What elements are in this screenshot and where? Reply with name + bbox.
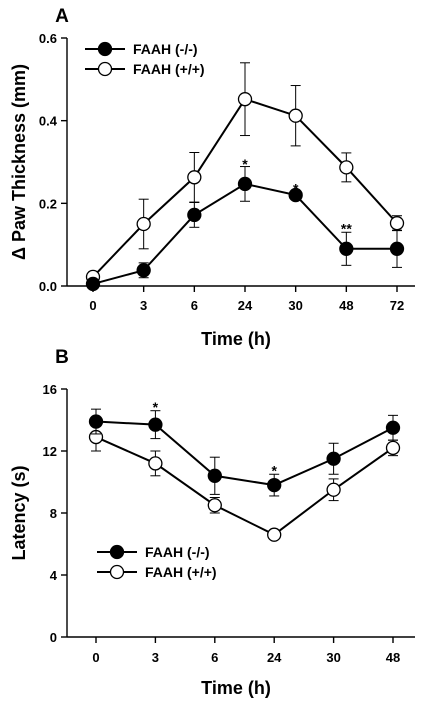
data-point-filled xyxy=(389,241,405,256)
data-point-open xyxy=(187,170,202,185)
data-point-open xyxy=(339,160,354,175)
y-tick-label: 0.2 xyxy=(39,196,57,211)
significance-marker: * xyxy=(271,463,277,479)
panel-label: B xyxy=(55,347,69,368)
y-tick-label: 16 xyxy=(43,382,57,397)
y-tick-label: 0.0 xyxy=(39,279,57,294)
legend-marker-open xyxy=(109,564,125,580)
data-point-filled xyxy=(85,276,101,292)
y-tick-label: 0.6 xyxy=(39,31,57,46)
x-tick-label: 30 xyxy=(288,298,302,313)
legend-label: FAAH (-/-) xyxy=(133,41,198,57)
data-point-filled xyxy=(88,414,104,429)
data-point-filled xyxy=(288,187,303,203)
x-tick-label: 30 xyxy=(326,650,340,665)
panel-a: A 0.0 0.2 0.4 0.6 0 3 6 24 30 48 72 Time (h) Δ Paw Th… xyxy=(9,6,415,349)
data-point-filled xyxy=(339,241,354,256)
data-point-filled xyxy=(148,417,163,432)
data-point-filled xyxy=(187,207,202,223)
x-tick-label: 3 xyxy=(152,650,159,665)
x-tick-label: 6 xyxy=(211,650,218,665)
data-point-filled xyxy=(385,420,401,435)
x-tick-label: 48 xyxy=(386,650,400,665)
legend-label: FAAH (+/+) xyxy=(133,61,205,77)
data-point-open xyxy=(267,527,282,542)
y-tick-label: 4 xyxy=(50,568,58,583)
significance-marker: * xyxy=(242,156,248,172)
data-point-open xyxy=(207,498,222,513)
data-point-open xyxy=(148,456,163,471)
y-tick-label: 0.4 xyxy=(39,114,58,129)
x-tick-label: 72 xyxy=(390,298,404,313)
data-point-open xyxy=(385,440,401,456)
y-axis-title: Latency (s) xyxy=(9,465,29,560)
legend-marker-open xyxy=(97,61,113,77)
x-tick-label: 24 xyxy=(267,650,282,665)
x-axis-title: Time (h) xyxy=(201,678,271,698)
panel-label: A xyxy=(55,6,69,27)
legend-label: FAAH (-/-) xyxy=(145,544,210,560)
significance-marker: * xyxy=(293,181,299,197)
legend-marker-filled xyxy=(97,41,113,57)
x-tick-label: 48 xyxy=(339,298,353,313)
x-tick-label: 0 xyxy=(92,650,99,665)
data-point-open xyxy=(326,482,341,497)
y-axis-title: Δ Paw Thickness (mm) xyxy=(9,64,29,260)
legend-label: FAAH (+/+) xyxy=(145,564,217,580)
data-point-open xyxy=(237,92,253,107)
data-point-filled xyxy=(136,263,151,278)
x-tick-label: 6 xyxy=(191,298,198,313)
data-point-open xyxy=(389,216,405,231)
x-tick-label: 3 xyxy=(140,298,147,313)
data-point-filled xyxy=(207,468,222,483)
legend-marker-filled xyxy=(109,544,125,560)
data-point-open xyxy=(136,216,151,232)
data-point-filled xyxy=(237,176,253,192)
y-tick-label: 8 xyxy=(50,506,57,521)
data-point-filled xyxy=(326,451,341,466)
data-point-open xyxy=(288,108,303,123)
data-point-filled xyxy=(267,477,282,493)
x-axis-title: Time (h) xyxy=(201,329,271,349)
significance-marker: ** xyxy=(341,220,352,236)
significance-marker: * xyxy=(153,399,159,415)
series-line xyxy=(95,420,394,487)
x-tick-label: 24 xyxy=(238,298,253,313)
x-tick-label: 0 xyxy=(89,298,96,313)
y-tick-label: 0 xyxy=(50,630,57,645)
series-line xyxy=(95,436,394,536)
y-tick-label: 12 xyxy=(43,444,57,459)
